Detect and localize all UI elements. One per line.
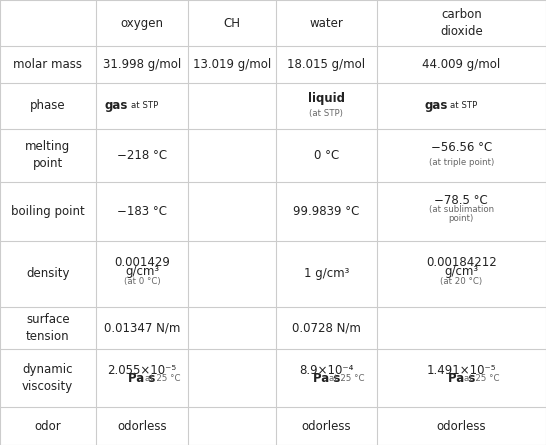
Text: 1.491×10⁻⁵: 1.491×10⁻⁵ [426,364,496,377]
Text: dynamic
viscosity: dynamic viscosity [22,363,73,393]
Text: −78.5 °C: −78.5 °C [435,194,488,207]
Text: water: water [309,16,343,30]
Text: 8.9×10⁻⁴: 8.9×10⁻⁴ [299,364,353,377]
Text: 0.00184212: 0.00184212 [426,256,497,269]
Text: −56.56 °C: −56.56 °C [431,141,492,154]
Text: 18.015 g/mol: 18.015 g/mol [287,58,365,71]
Text: (at triple point): (at triple point) [429,158,494,167]
Text: (at STP): (at STP) [309,109,343,118]
Text: at 25 °C: at 25 °C [145,374,180,383]
Text: at STP: at STP [450,101,478,110]
Text: 31.998 g/mol: 31.998 g/mol [103,58,181,71]
Text: odorless: odorless [301,420,351,433]
Text: −183 °C: −183 °C [117,205,167,218]
Text: gas: gas [105,99,128,112]
Text: 99.9839 °C: 99.9839 °C [293,205,359,218]
Text: (at 0 °C): (at 0 °C) [123,277,161,286]
Text: −218 °C: −218 °C [117,149,167,162]
Text: 44.009 g/mol: 44.009 g/mol [422,58,501,71]
Text: 0.0728 N/m: 0.0728 N/m [292,321,361,335]
Text: carbon
dioxide: carbon dioxide [440,8,483,38]
Text: at STP: at STP [131,101,158,110]
Text: Pa s: Pa s [448,372,475,385]
Text: 0 °C: 0 °C [313,149,339,162]
Text: point): point) [449,214,474,223]
Text: 0.01347 N/m: 0.01347 N/m [104,321,180,335]
Text: Pa s: Pa s [128,372,156,385]
Text: odorless: odorless [437,420,486,433]
Text: boiling point: boiling point [11,205,85,218]
Text: molar mass: molar mass [13,58,82,71]
Text: (at sublimation: (at sublimation [429,205,494,214]
Text: g/cm³: g/cm³ [125,265,159,278]
Text: 0.001429: 0.001429 [114,256,170,269]
Text: gas: gas [424,99,448,112]
Text: CH: CH [223,16,241,30]
Text: surface
tension: surface tension [26,313,69,343]
Text: 13.019 g/mol: 13.019 g/mol [193,58,271,71]
Text: phase: phase [30,99,66,112]
Text: g/cm³: g/cm³ [444,265,478,278]
Text: liquid: liquid [308,92,345,105]
Text: 1 g/cm³: 1 g/cm³ [304,267,349,280]
Text: density: density [26,267,69,280]
Text: melting
point: melting point [25,140,70,170]
Text: odorless: odorless [117,420,167,433]
Text: Pa s: Pa s [312,372,340,385]
Text: (at 20 °C): (at 20 °C) [440,277,483,286]
Text: oxygen: oxygen [121,16,163,30]
Text: at 25 °C: at 25 °C [464,374,500,383]
Text: at 25 °C: at 25 °C [329,374,365,383]
Text: 2.055×10⁻⁵: 2.055×10⁻⁵ [108,364,176,377]
Text: odor: odor [34,420,61,433]
